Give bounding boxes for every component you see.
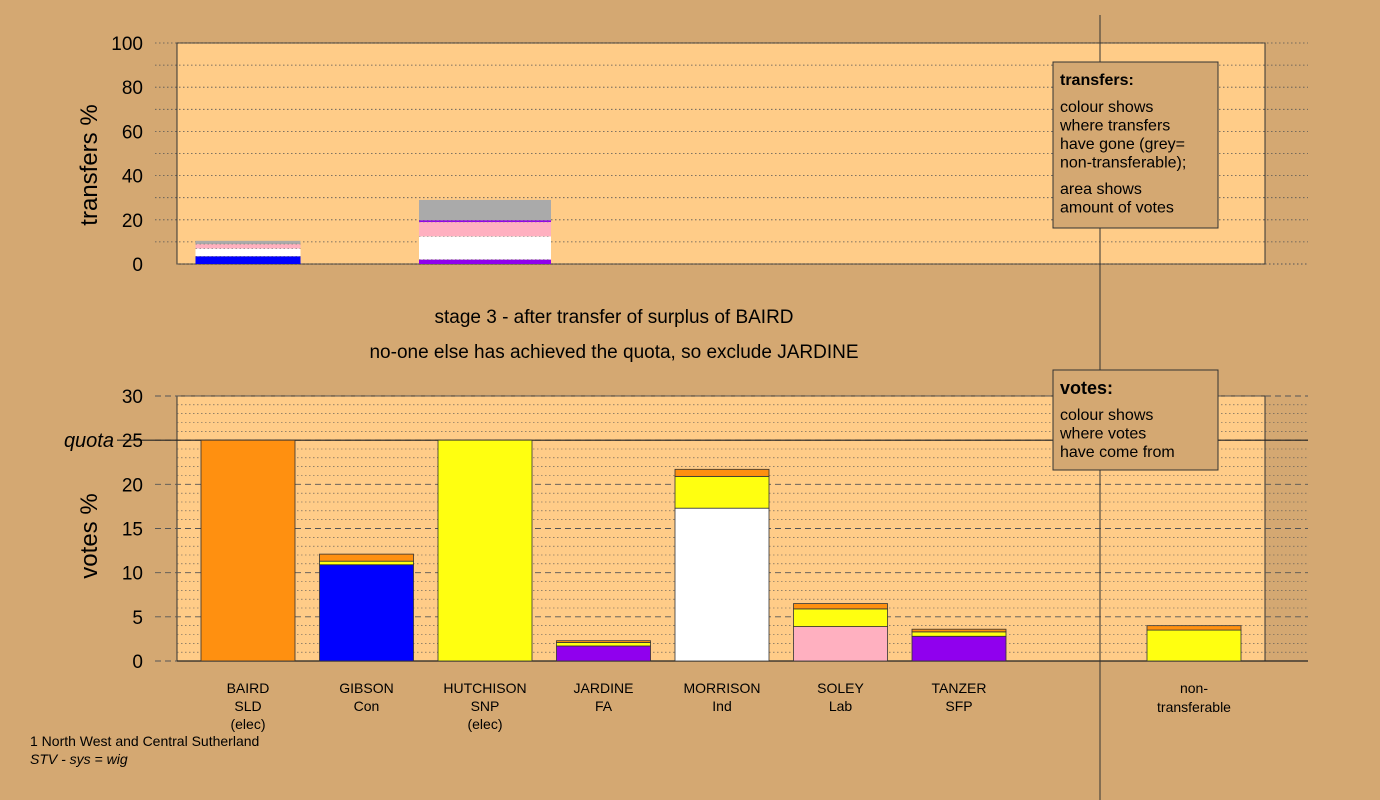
vote-segment-snp bbox=[319, 560, 414, 566]
vote-segment-lab bbox=[793, 626, 888, 662]
votes-y-tick-label: 15 bbox=[122, 520, 143, 541]
transfer-segment-lab bbox=[419, 222, 551, 237]
votes-y-tick-label: 20 bbox=[122, 475, 143, 496]
transfers-y-tick-label: 100 bbox=[111, 34, 143, 55]
transfers-legend-line: where transfers bbox=[1059, 118, 1170, 135]
constituency-label: 1 North West and Central Sutherland bbox=[30, 733, 259, 749]
votes-chart: 0 5 10 15 20 25 30 votes % quota BAIRD SLD (elec… bbox=[64, 387, 1308, 732]
nontransferable-label: non- bbox=[1180, 680, 1208, 696]
transfers-y-ticks: 0 20 40 60 80 100 bbox=[111, 34, 143, 276]
transfer-segment-fa bbox=[419, 259, 551, 264]
candidate-status: (elec) bbox=[467, 716, 502, 732]
vote-segment-sld bbox=[319, 553, 414, 562]
stage-title: stage 3 - after transfer of surplus of B… bbox=[434, 307, 793, 328]
candidate-party: SNP bbox=[471, 698, 500, 714]
candidate-status: (elec) bbox=[230, 716, 265, 732]
transfer-segment-fa bbox=[419, 220, 551, 223]
vote-segment-con bbox=[319, 564, 414, 662]
candidate-name: TANZER bbox=[932, 680, 987, 696]
transfers-y-tick-label: 40 bbox=[122, 167, 143, 188]
votes-y-axis-label: votes % bbox=[76, 493, 103, 578]
transfers-legend-title: transfers: bbox=[1060, 72, 1134, 89]
vote-segment-snp bbox=[1146, 629, 1242, 662]
transfers-legend: transfers: colour shows where transfersha… bbox=[1052, 61, 1219, 229]
transfers-y-tick-label: 0 bbox=[132, 255, 143, 276]
vote-segment-sld bbox=[200, 439, 296, 662]
transfers-y-tick-label: 80 bbox=[122, 78, 143, 99]
transfers-y-tick-label: 20 bbox=[122, 211, 143, 232]
vote-segment-sld bbox=[674, 468, 770, 477]
transfers-legend-line: amount of votes bbox=[1060, 200, 1174, 217]
candidate-name: BAIRD bbox=[227, 680, 270, 696]
transfers-legend-line: have gone (grey= bbox=[1060, 136, 1185, 153]
votes-legend-line: colour shows bbox=[1060, 407, 1153, 424]
candidate-name: HUTCHISON bbox=[443, 680, 526, 696]
vote-segment-snp bbox=[437, 439, 533, 662]
candidate-name: GIBSON bbox=[339, 680, 393, 696]
votes-y-tick-label: 10 bbox=[122, 564, 143, 585]
action-title: no-one else has achieved the quota, so e… bbox=[369, 342, 858, 363]
votes-bars bbox=[200, 439, 1242, 662]
candidate-party: Lab bbox=[829, 698, 853, 714]
candidate-party: SFP bbox=[945, 698, 972, 714]
votes-y-tick-label: 25 bbox=[122, 431, 143, 452]
candidate-party: Ind bbox=[712, 698, 731, 714]
candidate-name: JARDINE bbox=[574, 680, 634, 696]
candidate-name: MORRISON bbox=[684, 680, 761, 696]
candidate-party: SLD bbox=[234, 698, 261, 714]
transfer-segment-con bbox=[195, 256, 301, 264]
candidate-party: FA bbox=[595, 698, 613, 714]
vote-segment-snp bbox=[793, 608, 888, 627]
quota-label: quota bbox=[64, 430, 114, 452]
vote-segment-fa bbox=[556, 645, 651, 662]
transfers-legend-line: colour shows bbox=[1060, 99, 1153, 116]
transfers-legend-box bbox=[1052, 61, 1219, 229]
votes-y-ticks: 0 5 10 15 20 25 30 bbox=[122, 387, 143, 673]
votes-legend-line: where votes bbox=[1059, 426, 1146, 443]
transfers-bars bbox=[195, 199, 551, 264]
candidate-labels: BAIRD SLD (elec) GIBSON Con HUTCHISON SNP (elec… bbox=[227, 680, 1232, 732]
system-label: STV - sys = wig bbox=[30, 751, 128, 767]
transfer-segment-nontransferable bbox=[419, 199, 551, 221]
vote-segment-sfp bbox=[911, 635, 1007, 662]
candidate-party: Con bbox=[354, 698, 380, 714]
votes-y-tick-label: 30 bbox=[122, 387, 143, 408]
transfer-segment-lab bbox=[195, 244, 301, 249]
votes-y-tick-label: 5 bbox=[132, 608, 143, 629]
nontransferable-label: transferable bbox=[1157, 699, 1231, 715]
votes-legend-box bbox=[1052, 369, 1219, 471]
transfers-legend-line: area shows bbox=[1060, 181, 1142, 198]
transfer-segment-ind bbox=[419, 236, 551, 260]
vote-segment-sld bbox=[911, 628, 1007, 633]
vote-segment-sld bbox=[556, 640, 651, 643]
vote-segment-sld bbox=[1146, 625, 1242, 631]
vote-segment-sld bbox=[793, 603, 888, 610]
transfers-legend-line: non-transferable); bbox=[1060, 155, 1186, 172]
votes-legend-title: votes: bbox=[1060, 378, 1113, 398]
vote-segment-snp bbox=[911, 631, 1007, 637]
vote-segment-ind bbox=[674, 507, 770, 662]
candidate-name: SOLEY bbox=[817, 680, 864, 696]
transfer-segment-ind bbox=[195, 248, 301, 257]
transfers-y-tick-label: 60 bbox=[122, 122, 143, 143]
votes-y-tick-label: 0 bbox=[132, 652, 143, 673]
vote-segment-snp bbox=[556, 642, 651, 647]
vote-segment-snp bbox=[674, 475, 770, 509]
transfers-y-axis-label: transfers % bbox=[76, 104, 103, 225]
transfer-segment-nontransferable bbox=[195, 240, 301, 245]
votes-legend-line: have come from bbox=[1060, 444, 1175, 461]
